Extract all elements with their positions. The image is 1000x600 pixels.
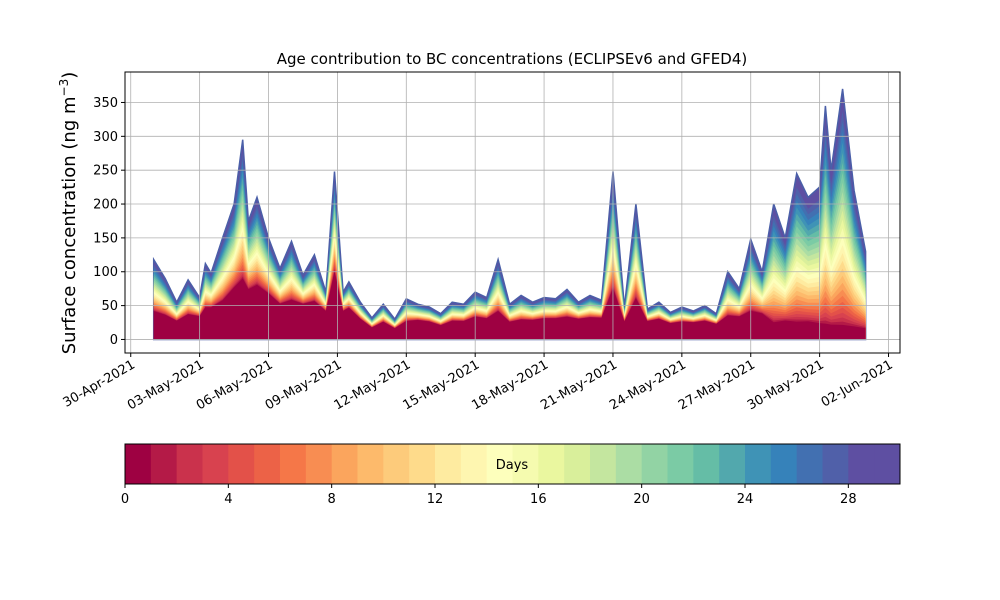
- colorbar-cell: [615, 444, 643, 484]
- x-axis-ticks: 30-Apr-202103-May-202106-May-202109-May-…: [61, 353, 896, 413]
- x-tick-label: 12-May-2021: [332, 357, 414, 413]
- colorbar-label: Days: [496, 458, 529, 473]
- plot-frame: [124, 71, 901, 354]
- y-axis-label-close: ): [59, 72, 80, 79]
- colorbar-cell: [460, 444, 488, 484]
- x-tick-label: 21-May-2021: [538, 357, 620, 413]
- y-tick-label: 350: [93, 96, 118, 111]
- colorbar-cell: [176, 444, 203, 484]
- colorbar-cell: [357, 444, 384, 484]
- colorbar-cell: [538, 444, 565, 484]
- colorbar-cell: [745, 444, 772, 484]
- age-class-area-0: [153, 271, 866, 340]
- y-tick-label: 250: [93, 164, 118, 179]
- colorbar-tick-label: 8: [328, 492, 336, 507]
- colorbar-cell: [202, 444, 229, 484]
- plot-area: 0 50 100 150 200 250 300 350 30-Apr-202103-May-…: [61, 71, 901, 413]
- x-tick-label: 27-May-2021: [676, 357, 758, 413]
- colorbar-tick-label: 0: [121, 492, 129, 507]
- colorbar-tick-label: 12: [427, 492, 444, 507]
- colorbar-cell: [641, 444, 668, 484]
- y-axis-ticks: 0 50 100 150 200 250 300 350: [93, 96, 125, 348]
- y-tick-label: 50: [101, 299, 118, 314]
- x-tick-label: 02-Jun-2021: [819, 357, 896, 410]
- colorbar-cell: [228, 444, 255, 484]
- colorbar-cell: [693, 444, 720, 484]
- colorbar: Days 0 4 8 12 16 20 24 28: [121, 443, 901, 507]
- colorbar-cell: [590, 444, 617, 484]
- colorbar-cell: [254, 444, 281, 484]
- colorbar-cell: [486, 444, 513, 484]
- colorbar-tick-label: 24: [737, 492, 754, 507]
- y-axis-label-exponent: −3: [57, 79, 71, 97]
- colorbar-cell: [280, 444, 307, 484]
- colorbar-cell: [848, 444, 875, 484]
- y-tick-label: 0: [110, 333, 118, 348]
- colorbar-cell: [564, 444, 591, 484]
- colorbar-cell: [667, 444, 694, 484]
- colorbar-cell: [383, 444, 410, 484]
- grid-lines: [125, 72, 900, 353]
- colorbar-cell: [822, 444, 849, 484]
- colorbar-cell: [719, 444, 746, 484]
- colorbar-cell: [874, 444, 901, 484]
- colorbar-cell: [125, 444, 152, 484]
- colorbar-cells: [125, 444, 901, 484]
- x-tick-label: 09-May-2021: [263, 357, 345, 413]
- y-tick-label: 200: [93, 198, 118, 213]
- stacked-areas: [152, 88, 867, 341]
- y-axis-label-main: Surface concentration (ng m: [59, 96, 80, 354]
- x-tick-label: 03-May-2021: [125, 357, 207, 413]
- y-axis-label: Surface concentration (ng m−3): [57, 72, 80, 355]
- x-tick-label: 30-May-2021: [745, 357, 827, 413]
- y-tick-label: 150: [93, 231, 118, 246]
- x-tick-label: 24-May-2021: [607, 357, 689, 413]
- colorbar-cell: [331, 444, 358, 484]
- colorbar-frame: [124, 443, 901, 485]
- colorbar-tick-label: 28: [840, 492, 857, 507]
- colorbar-cell: [435, 444, 462, 484]
- colorbar-tick-label: 20: [633, 492, 650, 507]
- chart-title: Age contribution to BC concentrations (E…: [277, 50, 748, 68]
- colorbar-cell: [770, 444, 798, 484]
- colorbar-tick-label: 16: [530, 492, 547, 507]
- y-tick-label: 100: [93, 265, 118, 280]
- colorbar-tick-label: 4: [224, 492, 232, 507]
- x-tick-label: 18-May-2021: [469, 357, 551, 413]
- x-tick-label: 06-May-2021: [194, 357, 276, 413]
- colorbar-ticks: 0 4 8 12 16 20 24 28: [121, 484, 857, 507]
- x-tick-label: 15-May-2021: [401, 357, 483, 413]
- colorbar-cell: [796, 444, 823, 484]
- colorbar-cell: [150, 444, 178, 484]
- colorbar-cell: [409, 444, 436, 484]
- y-tick-label: 300: [93, 130, 118, 145]
- colorbar-cell: [305, 444, 333, 484]
- colorbar-cell: [512, 444, 539, 484]
